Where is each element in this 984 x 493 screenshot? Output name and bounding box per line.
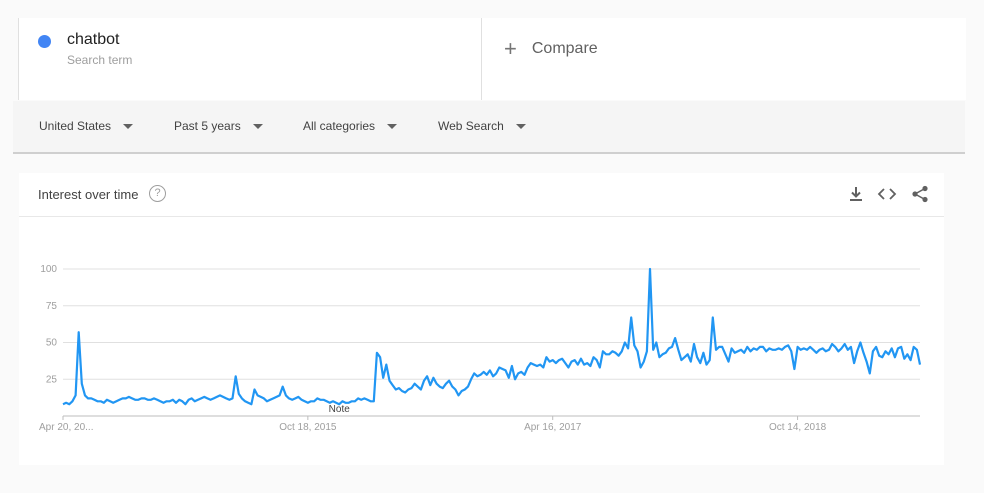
x-tick-label: Apr 16, 2017 [524, 422, 582, 433]
chevron-down-icon [515, 123, 526, 129]
x-tick-label: Oct 14, 2018 [769, 422, 827, 433]
series-line-chatbot [62, 267, 922, 406]
compare-button[interactable]: + Compare [504, 36, 598, 61]
region-filter-label: United States [39, 119, 112, 133]
search-type-filter-label: Web Search [438, 119, 504, 133]
x-tick-label: Apr 20, 20... [39, 422, 93, 433]
search-type-filter[interactable]: Web Search [438, 119, 526, 133]
filter-bar: United States Past 5 years All categorie… [13, 101, 965, 154]
chevron-down-icon [252, 123, 263, 129]
y-tick-label-50: 50 [46, 338, 58, 349]
plus-icon: + [504, 36, 517, 61]
share-icon[interactable] [910, 184, 930, 204]
help-icon[interactable]: ? [149, 185, 166, 202]
category-filter-label: All categories [303, 119, 376, 133]
time-range-filter[interactable]: Past 5 years [174, 119, 263, 133]
note-annotation: Note [329, 404, 351, 415]
interest-line-chart: 25 50 75 100 Apr 20, 20... Oct 18, 2015 Apr 16… [39, 264, 922, 433]
chart-title: Interest over time [38, 187, 139, 202]
download-icon[interactable] [846, 184, 866, 204]
y-tick-label-75: 75 [46, 301, 58, 312]
compare-label: Compare [531, 40, 598, 57]
search-term-box[interactable]: chatbot Search term [19, 18, 482, 100]
chart-header: Interest over time ? [19, 173, 944, 217]
y-tick-label-25: 25 [46, 374, 58, 385]
x-tick-label: Oct 18, 2015 [279, 422, 337, 433]
chevron-down-icon [123, 123, 134, 129]
term-color-dot [38, 35, 51, 48]
y-tick-label-100: 100 [40, 264, 57, 275]
region-filter[interactable]: United States [39, 119, 134, 133]
chevron-down-icon [387, 123, 398, 129]
category-filter[interactable]: All categories [303, 119, 398, 133]
search-term-card: chatbot Search term + Compare [18, 18, 966, 100]
search-term-subtitle: Search term [67, 53, 133, 67]
interest-over-time-card: Interest over time ? 25 50 75 100 Apr 20, 20… [19, 173, 944, 465]
time-range-filter-label: Past 5 years [174, 119, 241, 133]
search-term-name[interactable]: chatbot [67, 31, 120, 48]
embed-code-icon[interactable] [877, 184, 897, 204]
